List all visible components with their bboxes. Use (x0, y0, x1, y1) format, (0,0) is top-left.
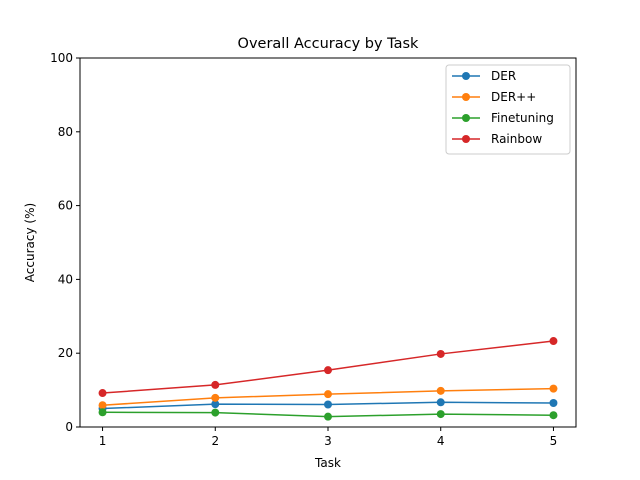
legend-marker (462, 135, 470, 143)
data-point-der (436, 386, 445, 395)
series-rainbow (98, 337, 558, 398)
legend-marker (462, 93, 470, 101)
data-point-der (324, 400, 332, 409)
data-point-rainbow (211, 380, 220, 389)
data-point-finetuning (549, 411, 558, 420)
legend-item-finetuning: Finetuning (452, 111, 554, 125)
y-axis: 0 20 40 60 80 100 (50, 51, 80, 434)
y-tick-label: 80 (58, 125, 73, 139)
data-point-der (436, 398, 445, 407)
data-point-der (211, 393, 220, 402)
legend: DER DER++ Finetuning Rainbow (445, 64, 571, 155)
x-tick-label: 5 (550, 434, 558, 448)
x-axis-label: Task (314, 456, 341, 470)
legend-label: DER (491, 69, 516, 83)
data-point-der (324, 390, 332, 399)
plot-area (98, 337, 558, 421)
data-point-finetuning (436, 410, 445, 419)
y-tick-label: 60 (58, 199, 73, 213)
y-tick-label: 20 (58, 346, 73, 360)
data-point-der (98, 401, 107, 410)
legend-label: Finetuning (491, 111, 554, 125)
legend-label: Rainbow (491, 132, 542, 146)
y-axis-label: Accuracy (%) (23, 203, 37, 282)
legend-item-der: DER (452, 69, 516, 83)
data-point-finetuning (211, 408, 220, 417)
series-der (98, 384, 558, 410)
legend-marker (462, 114, 470, 122)
data-point-der (211, 400, 220, 409)
x-tick-label: 3 (324, 434, 332, 448)
legend-box (445, 64, 571, 155)
legend-item-rainbow: Rainbow (452, 132, 542, 146)
x-axis: 1 2 3 4 5 (99, 427, 558, 448)
chart-title: Overall Accuracy by Task (238, 36, 420, 52)
y-tick-label: 0 (65, 420, 73, 434)
data-point-der (549, 384, 558, 393)
legend-marker (462, 72, 470, 80)
data-point-rainbow (98, 389, 107, 398)
x-tick-label: 2 (211, 434, 219, 448)
data-point-finetuning (98, 408, 107, 417)
legend-label: DER++ (491, 90, 536, 104)
y-tick-label: 100 (50, 51, 73, 65)
x-tick-label: 4 (437, 434, 445, 448)
series-finetuning (98, 408, 558, 421)
data-point-rainbow (324, 366, 332, 375)
x-tick-label: 1 (99, 434, 107, 448)
legend-item-der: DER++ (452, 90, 536, 104)
y-tick-label: 40 (58, 272, 73, 286)
data-point-der (549, 399, 558, 408)
data-point-rainbow (549, 337, 558, 346)
data-point-rainbow (436, 349, 445, 358)
data-point-finetuning (324, 412, 332, 421)
